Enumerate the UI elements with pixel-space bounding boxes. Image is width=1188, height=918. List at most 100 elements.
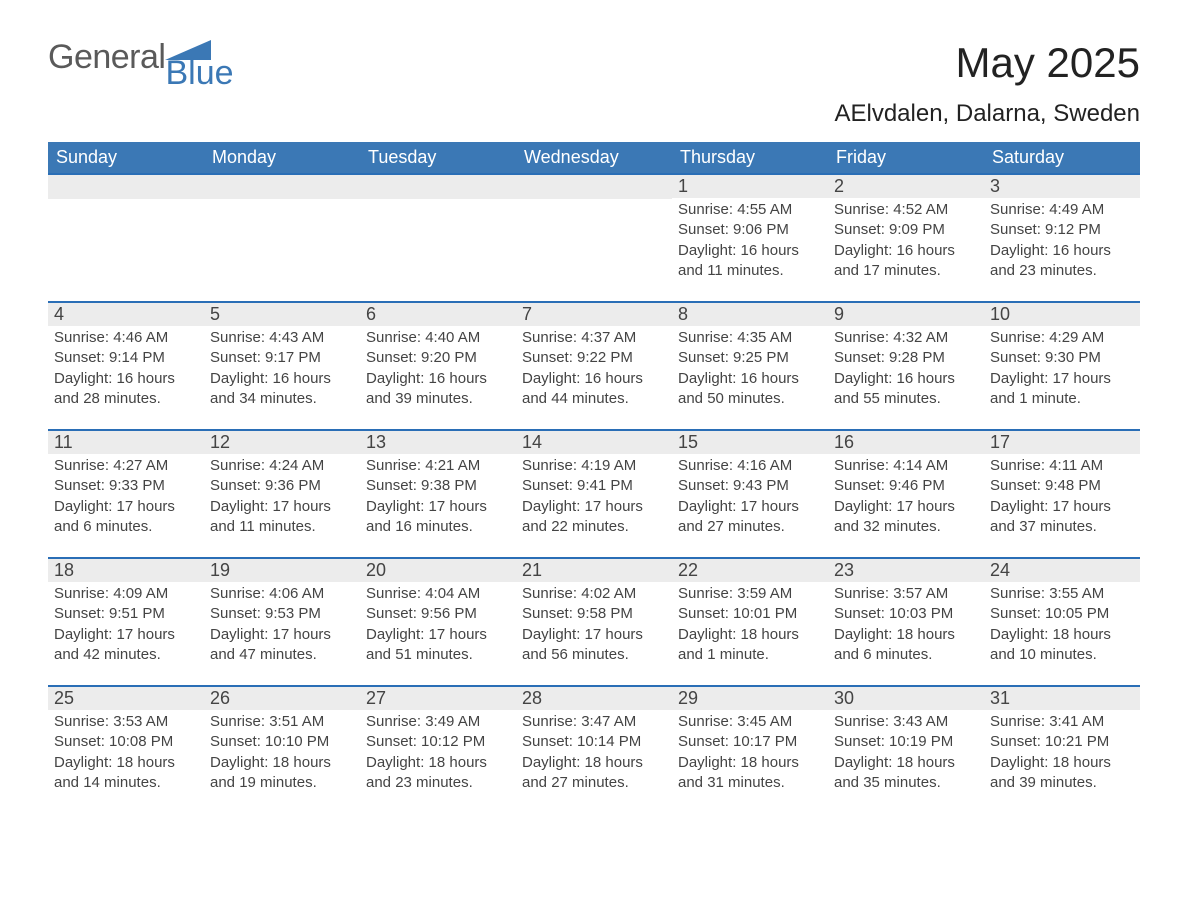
sunrise-line: Sunrise: 3:59 AM — [678, 584, 822, 604]
sunset-line: Sunset: 9:48 PM — [990, 476, 1134, 496]
calendar-cell — [360, 173, 516, 301]
daylight-line: Daylight: 16 hours and 34 minutes. — [210, 369, 354, 410]
day-number: 11 — [48, 431, 204, 454]
calendar-cell: 24Sunrise: 3:55 AMSunset: 10:05 PMDaylig… — [984, 557, 1140, 685]
calendar-cell: 26Sunrise: 3:51 AMSunset: 10:10 PMDaylig… — [204, 685, 360, 813]
day-number: 25 — [48, 687, 204, 710]
sunset-line: Sunset: 9:46 PM — [834, 476, 978, 496]
day-details: Sunrise: 4:19 AMSunset: 9:41 PMDaylight:… — [516, 454, 672, 541]
daylight-line: Daylight: 17 hours and 22 minutes. — [522, 497, 666, 538]
daylight-line: Daylight: 16 hours and 55 minutes. — [834, 369, 978, 410]
day-details: Sunrise: 4:24 AMSunset: 9:36 PMDaylight:… — [204, 454, 360, 541]
day-number: 30 — [828, 687, 984, 710]
calendar-week-row: 25Sunrise: 3:53 AMSunset: 10:08 PMDaylig… — [48, 685, 1140, 813]
sunset-line: Sunset: 10:12 PM — [366, 732, 510, 752]
calendar-cell: 3Sunrise: 4:49 AMSunset: 9:12 PMDaylight… — [984, 173, 1140, 301]
day-details: Sunrise: 4:27 AMSunset: 9:33 PMDaylight:… — [48, 454, 204, 541]
calendar-cell: 12Sunrise: 4:24 AMSunset: 9:36 PMDayligh… — [204, 429, 360, 557]
sunset-line: Sunset: 9:20 PM — [366, 348, 510, 368]
daylight-line: Daylight: 17 hours and 42 minutes. — [54, 625, 198, 666]
sunset-line: Sunset: 9:38 PM — [366, 476, 510, 496]
sunset-line: Sunset: 9:58 PM — [522, 604, 666, 624]
calendar-cell: 9Sunrise: 4:32 AMSunset: 9:28 PMDaylight… — [828, 301, 984, 429]
calendar-cell: 5Sunrise: 4:43 AMSunset: 9:17 PMDaylight… — [204, 301, 360, 429]
day-details: Sunrise: 4:21 AMSunset: 9:38 PMDaylight:… — [360, 454, 516, 541]
sunrise-line: Sunrise: 3:49 AM — [366, 712, 510, 732]
weekday-header: Thursday — [672, 142, 828, 173]
sunset-line: Sunset: 9:53 PM — [210, 604, 354, 624]
day-details: Sunrise: 4:40 AMSunset: 9:20 PMDaylight:… — [360, 326, 516, 413]
day-details: Sunrise: 4:52 AMSunset: 9:09 PMDaylight:… — [828, 198, 984, 285]
sunset-line: Sunset: 9:43 PM — [678, 476, 822, 496]
sunset-line: Sunset: 9:30 PM — [990, 348, 1134, 368]
daylight-line: Daylight: 18 hours and 23 minutes. — [366, 753, 510, 794]
day-number: 5 — [204, 303, 360, 326]
sunrise-line: Sunrise: 4:04 AM — [366, 584, 510, 604]
day-details: Sunrise: 3:49 AMSunset: 10:12 PMDaylight… — [360, 710, 516, 797]
daylight-line: Daylight: 17 hours and 56 minutes. — [522, 625, 666, 666]
day-number: 20 — [360, 559, 516, 582]
calendar-cell: 16Sunrise: 4:14 AMSunset: 9:46 PMDayligh… — [828, 429, 984, 557]
day-number: 28 — [516, 687, 672, 710]
calendar-table: Sunday Monday Tuesday Wednesday Thursday… — [48, 142, 1140, 813]
sunrise-line: Sunrise: 4:32 AM — [834, 328, 978, 348]
day-number: 18 — [48, 559, 204, 582]
daylight-line: Daylight: 17 hours and 1 minute. — [990, 369, 1134, 410]
sunset-line: Sunset: 9:56 PM — [366, 604, 510, 624]
sunrise-line: Sunrise: 3:57 AM — [834, 584, 978, 604]
calendar-cell: 15Sunrise: 4:16 AMSunset: 9:43 PMDayligh… — [672, 429, 828, 557]
sunset-line: Sunset: 10:05 PM — [990, 604, 1134, 624]
sunrise-line: Sunrise: 4:27 AM — [54, 456, 198, 476]
calendar-cell — [204, 173, 360, 301]
sunset-line: Sunset: 9:14 PM — [54, 348, 198, 368]
day-number: 29 — [672, 687, 828, 710]
daylight-line: Daylight: 18 hours and 10 minutes. — [990, 625, 1134, 666]
calendar-cell: 25Sunrise: 3:53 AMSunset: 10:08 PMDaylig… — [48, 685, 204, 813]
day-number: 26 — [204, 687, 360, 710]
sunrise-line: Sunrise: 3:41 AM — [990, 712, 1134, 732]
sunset-line: Sunset: 9:51 PM — [54, 604, 198, 624]
sunset-line: Sunset: 9:06 PM — [678, 220, 822, 240]
calendar-week-row: 1Sunrise: 4:55 AMSunset: 9:06 PMDaylight… — [48, 173, 1140, 301]
daylight-line: Daylight: 18 hours and 1 minute. — [678, 625, 822, 666]
day-number: 12 — [204, 431, 360, 454]
sunrise-line: Sunrise: 3:55 AM — [990, 584, 1134, 604]
calendar-cell: 27Sunrise: 3:49 AMSunset: 10:12 PMDaylig… — [360, 685, 516, 813]
day-details: Sunrise: 4:11 AMSunset: 9:48 PMDaylight:… — [984, 454, 1140, 541]
calendar-cell: 31Sunrise: 3:41 AMSunset: 10:21 PMDaylig… — [984, 685, 1140, 813]
title-location: AElvdalen, Dalarna, Sweden — [834, 100, 1140, 128]
day-details: Sunrise: 3:41 AMSunset: 10:21 PMDaylight… — [984, 710, 1140, 797]
calendar-cell: 17Sunrise: 4:11 AMSunset: 9:48 PMDayligh… — [984, 429, 1140, 557]
logo-blue-group: Blue — [165, 40, 233, 93]
calendar-cell: 29Sunrise: 3:45 AMSunset: 10:17 PMDaylig… — [672, 685, 828, 813]
daylight-line: Daylight: 17 hours and 27 minutes. — [678, 497, 822, 538]
day-details: Sunrise: 3:51 AMSunset: 10:10 PMDaylight… — [204, 710, 360, 797]
day-number: 13 — [360, 431, 516, 454]
weekday-header: Saturday — [984, 142, 1140, 173]
sunset-line: Sunset: 10:03 PM — [834, 604, 978, 624]
daylight-line: Daylight: 16 hours and 11 minutes. — [678, 241, 822, 282]
day-details: Sunrise: 4:02 AMSunset: 9:58 PMDaylight:… — [516, 582, 672, 669]
day-number: 31 — [984, 687, 1140, 710]
sunset-line: Sunset: 10:14 PM — [522, 732, 666, 752]
day-number: 19 — [204, 559, 360, 582]
sunset-line: Sunset: 10:21 PM — [990, 732, 1134, 752]
daylight-line: Daylight: 17 hours and 32 minutes. — [834, 497, 978, 538]
sunrise-line: Sunrise: 3:51 AM — [210, 712, 354, 732]
day-details: Sunrise: 4:16 AMSunset: 9:43 PMDaylight:… — [672, 454, 828, 541]
calendar-cell: 11Sunrise: 4:27 AMSunset: 9:33 PMDayligh… — [48, 429, 204, 557]
daylight-line: Daylight: 18 hours and 19 minutes. — [210, 753, 354, 794]
day-number: 9 — [828, 303, 984, 326]
sunset-line: Sunset: 9:41 PM — [522, 476, 666, 496]
day-number: 7 — [516, 303, 672, 326]
sunset-line: Sunset: 9:22 PM — [522, 348, 666, 368]
calendar-week-row: 11Sunrise: 4:27 AMSunset: 9:33 PMDayligh… — [48, 429, 1140, 557]
calendar-cell — [48, 173, 204, 301]
calendar-cell: 8Sunrise: 4:35 AMSunset: 9:25 PMDaylight… — [672, 301, 828, 429]
day-number: 2 — [828, 175, 984, 198]
day-number: 27 — [360, 687, 516, 710]
day-number: 6 — [360, 303, 516, 326]
sunrise-line: Sunrise: 4:35 AM — [678, 328, 822, 348]
day-number: 23 — [828, 559, 984, 582]
daylight-line: Daylight: 16 hours and 44 minutes. — [522, 369, 666, 410]
